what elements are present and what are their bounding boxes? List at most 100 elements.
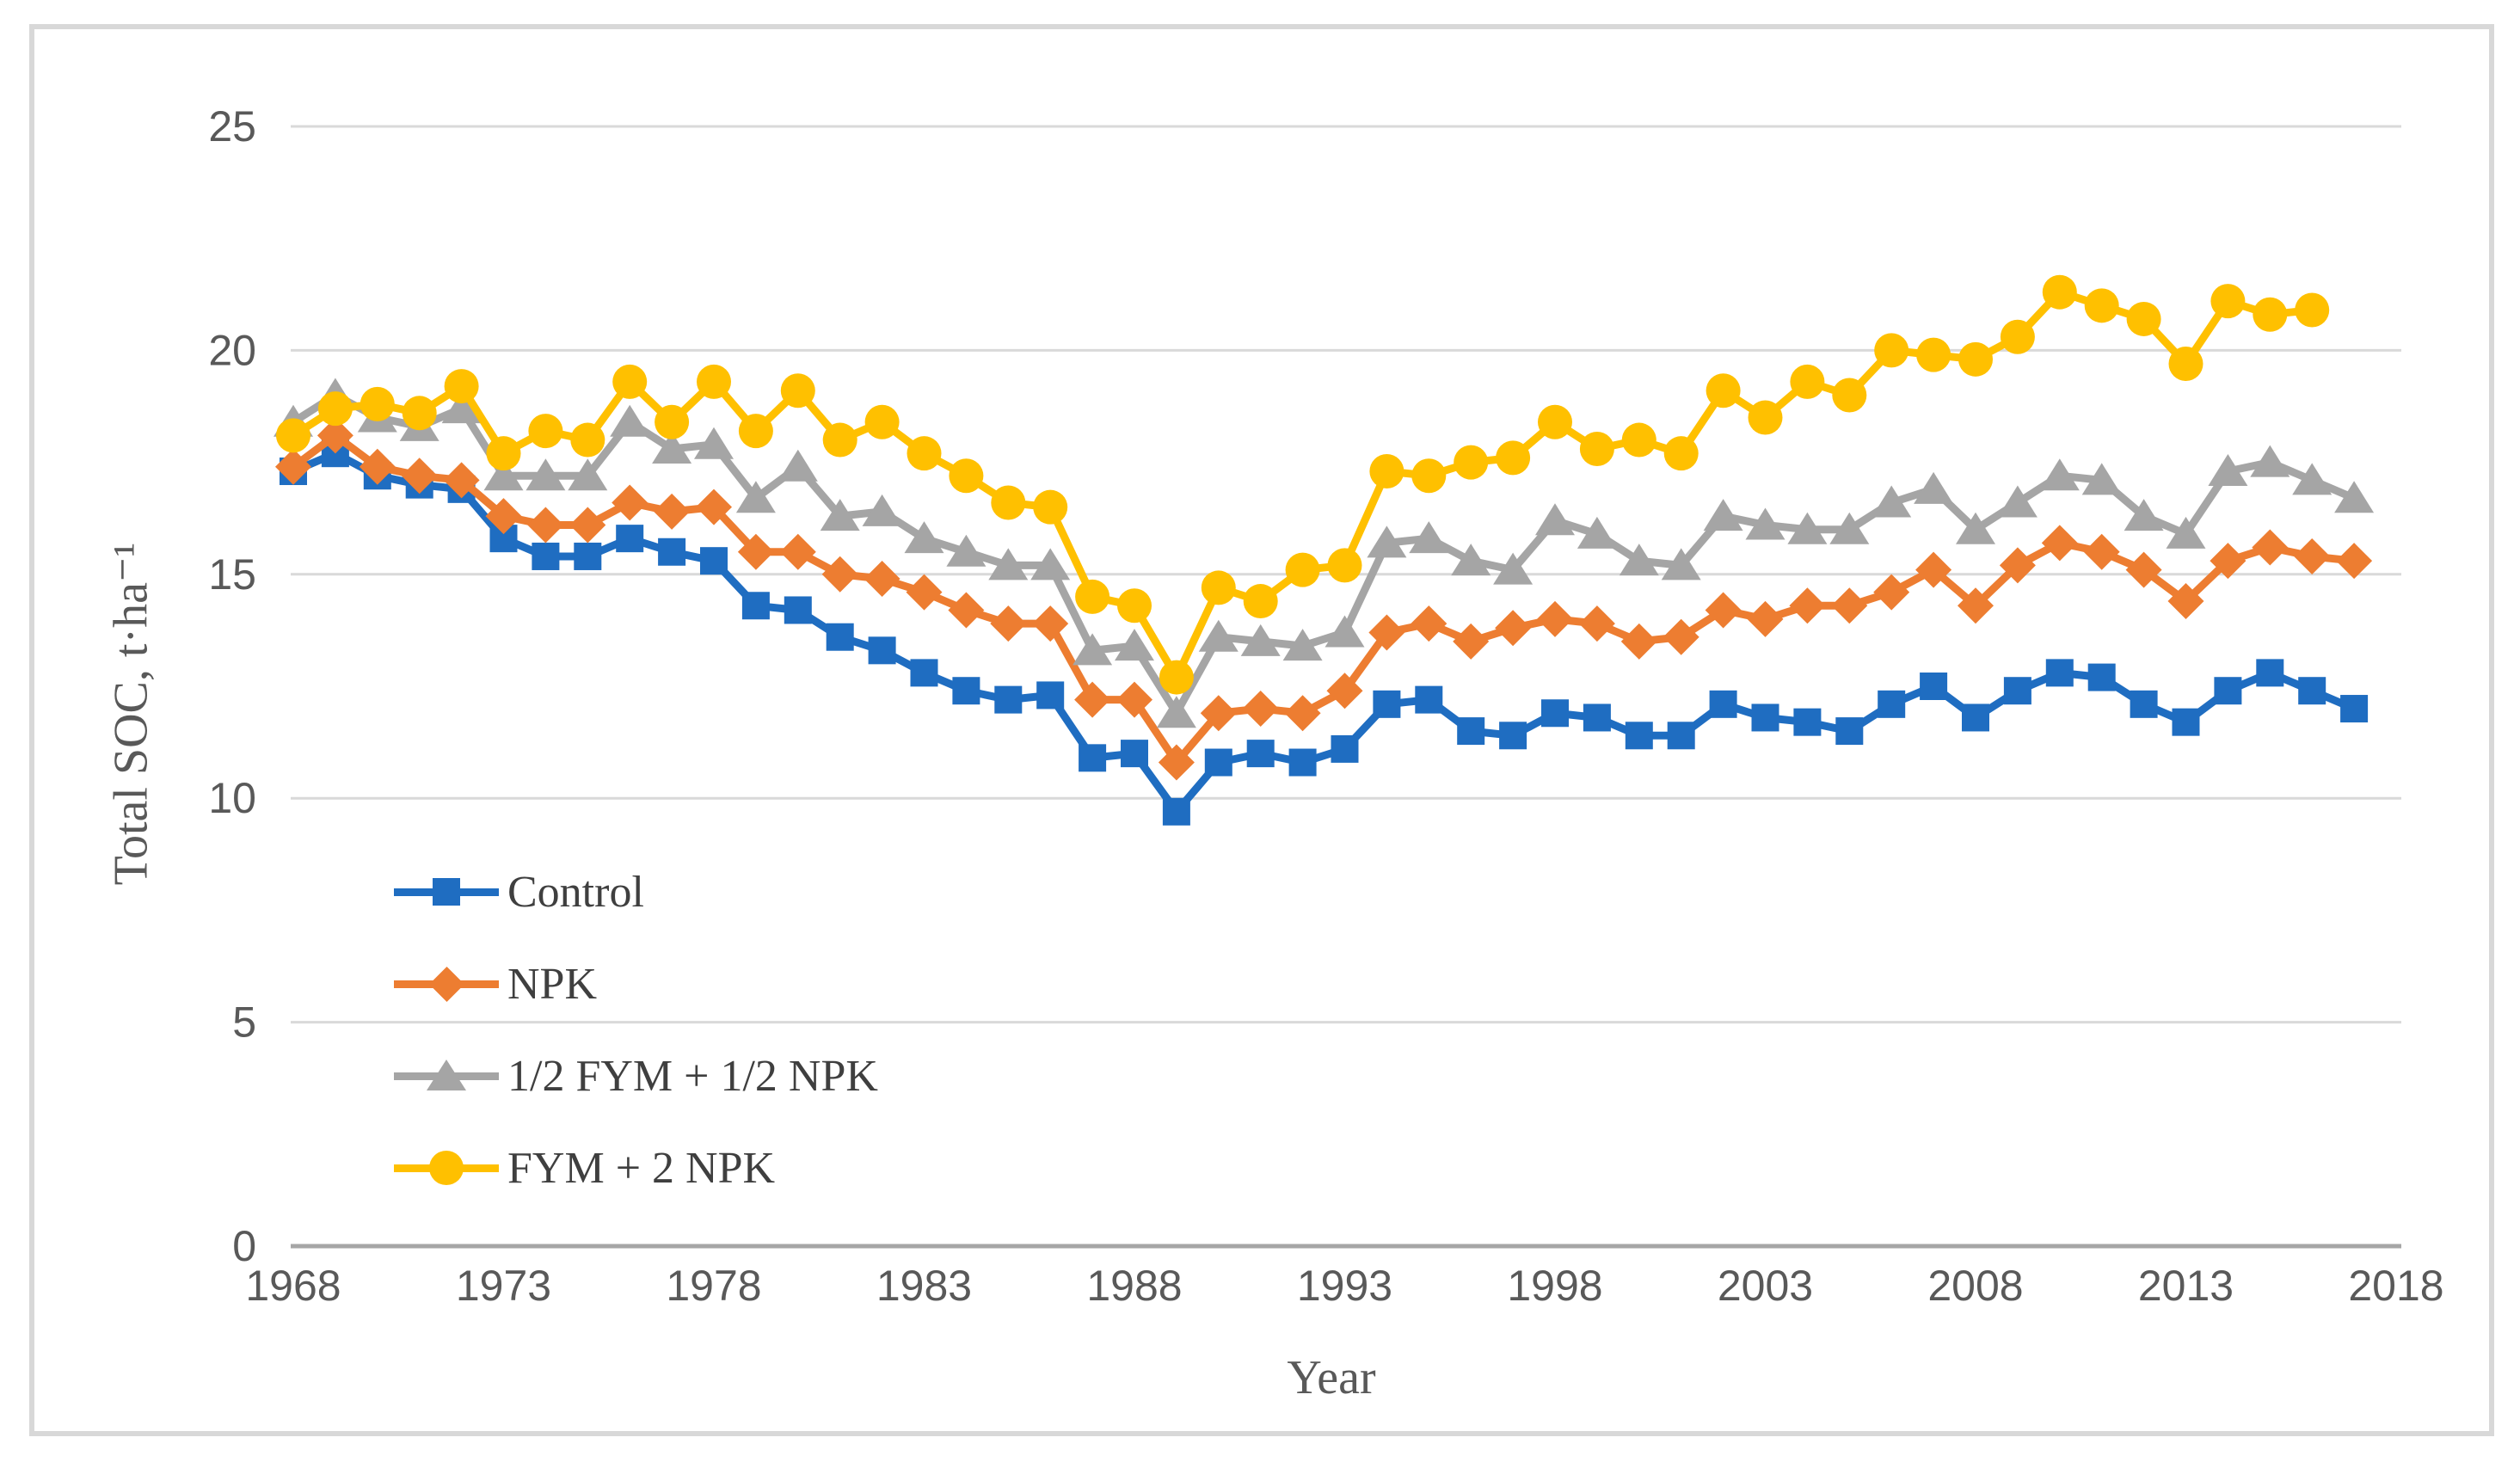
x-axis-title: Year (1287, 1351, 1376, 1404)
marker-triangle-2015 (2250, 445, 2290, 477)
marker-square-1998 (1541, 699, 1569, 728)
marker-circle-1992 (1285, 552, 1320, 587)
marker-diamond-1988 (1116, 681, 1152, 718)
marker-circle-1978 (697, 364, 731, 399)
marker-triangle-1972 (441, 391, 482, 424)
marker-circle-1990 (1201, 570, 1236, 605)
diamond-marker-icon (428, 966, 465, 1003)
marker-triangle-2000 (1619, 544, 1659, 576)
marker-triangle-1974 (526, 458, 566, 491)
marker-diamond-2002 (1705, 592, 1742, 629)
marker-square-1985 (994, 685, 1023, 714)
x-tick-label-1983: 1983 (876, 1262, 972, 1310)
marker-square-2011 (2087, 663, 2116, 691)
marker-diamond-1979 (737, 533, 774, 570)
marker-circle-2007 (1916, 337, 1951, 372)
figure-border (29, 24, 2494, 1436)
marker-triangle-2003 (1745, 507, 1786, 540)
x-tick-label-2003: 2003 (1718, 1262, 1813, 1310)
marker-square-2004 (1793, 708, 1822, 736)
marker-diamond-2003 (1747, 600, 1784, 637)
half-fym-swatch (394, 1048, 499, 1103)
marker-diamond-1972 (443, 462, 480, 499)
marker-circle-1982 (864, 404, 900, 439)
marker-diamond-1973 (485, 498, 522, 535)
y-tick-label-20: 20 (208, 326, 256, 374)
marker-square-2009 (2003, 677, 2031, 705)
marker-square-1990 (1204, 748, 1232, 777)
marker-triangle-2012 (2124, 499, 2164, 531)
marker-triangle-1985 (988, 548, 1029, 580)
marker-triangle-1978 (694, 427, 734, 459)
y-tick-label-5: 5 (232, 998, 256, 1047)
marker-triangle-1976 (610, 404, 650, 437)
marker-triangle-1980 (778, 449, 818, 482)
marker-diamond-1991 (1242, 691, 1279, 728)
marker-triangle-1987 (1073, 633, 1113, 666)
marker-diamond-1970 (359, 448, 396, 485)
marker-diamond-1974 (527, 507, 564, 544)
marker-triangle-1988 (1115, 629, 1154, 661)
marker-circle-2000 (1621, 422, 1656, 458)
marker-diamond-1969 (317, 417, 353, 454)
series-line-control (289, 449, 2358, 816)
marker-square-1988 (1121, 740, 1148, 768)
square-marker-icon (433, 878, 460, 906)
circle-marker-icon (429, 1151, 464, 1185)
marker-triangle-2006 (1872, 485, 1912, 518)
marker-square-2012 (2130, 690, 2158, 718)
marker-circle-1998 (1538, 404, 1572, 439)
marker-diamond-1981 (821, 556, 858, 593)
marker-square-1975 (574, 542, 602, 570)
marker-triangle-2001 (1661, 548, 1701, 580)
marker-square-1989 (1162, 797, 1190, 826)
marker-circle-1977 (655, 404, 690, 439)
marker-triangle-1991 (1240, 624, 1281, 656)
marker-square-1986 (1036, 681, 1065, 710)
legend-label: Control (507, 867, 644, 917)
marker-triangle-1975 (568, 458, 608, 491)
marker-triangle-1977 (652, 431, 692, 464)
marker-diamond-2009 (1999, 547, 2036, 584)
marker-diamond-1985 (990, 605, 1027, 642)
marker-square-1976 (616, 525, 644, 553)
marker-diamond-1971 (401, 458, 438, 494)
marker-circle-1989 (1159, 660, 1194, 695)
marker-circle-1991 (1243, 584, 1278, 619)
marker-triangle-2004 (1787, 512, 1828, 544)
y-tick-label-15: 15 (208, 550, 256, 599)
marker-triangle-1979 (735, 481, 776, 513)
marker-diamond-1976 (612, 484, 648, 521)
marker-diamond-2013 (2167, 583, 2204, 620)
marker-triangle-1983 (904, 521, 944, 554)
marker-square-1978 (700, 547, 728, 575)
marker-diamond-1980 (779, 533, 816, 570)
marker-triangle-1999 (1577, 516, 1617, 549)
x-tick-label-1988: 1988 (1086, 1262, 1182, 1310)
marker-square-2001 (1667, 722, 1695, 750)
marker-circle-1972 (444, 369, 479, 404)
marker-circle-1974 (528, 414, 563, 449)
marker-square-2010 (2045, 659, 2074, 687)
marker-circle-1984 (949, 458, 984, 494)
marker-triangle-2009 (1997, 485, 2038, 518)
marker-circle-2014 (2210, 284, 2246, 319)
marker-square-1995 (1415, 685, 1443, 714)
marker-triangle-2016 (2292, 463, 2333, 495)
x-tick-label-1973: 1973 (456, 1262, 551, 1310)
marker-triangle-1984 (946, 534, 986, 567)
marker-square-1994 (1373, 690, 1401, 718)
marker-circle-1970 (360, 386, 395, 421)
marker-triangle-1993 (1325, 615, 1365, 648)
marker-diamond-1975 (569, 507, 606, 544)
marker-square-1996 (1457, 717, 1485, 746)
marker-diamond-2012 (2125, 551, 2162, 588)
marker-circle-2011 (2084, 288, 2119, 323)
marker-triangle-1997 (1493, 552, 1534, 585)
marker-diamond-1992 (1284, 695, 1321, 732)
marker-square-2013 (2172, 708, 2200, 736)
marker-circle-1980 (780, 373, 815, 408)
marker-triangle-1981 (820, 499, 860, 531)
marker-triangle-1996 (1451, 544, 1491, 576)
marker-diamond-2001 (1663, 618, 1699, 655)
